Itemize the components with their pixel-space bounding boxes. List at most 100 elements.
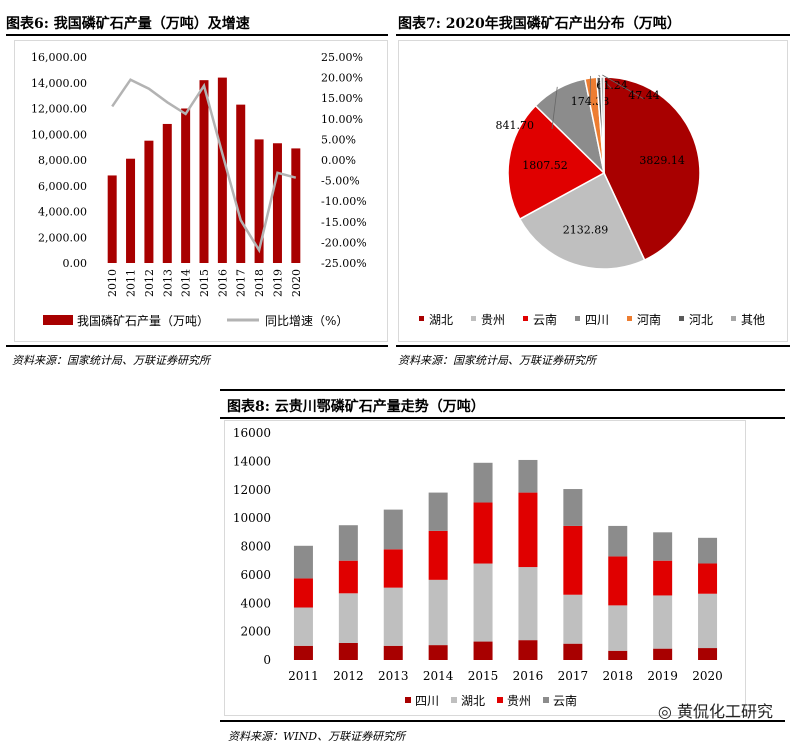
chart6-right-tick-label: 25.00%	[321, 51, 363, 64]
chart6-bottom-rule	[6, 345, 388, 347]
chart6-left-tick-label: 0.00	[63, 257, 88, 270]
chart8-x-tick-label: 2012	[333, 669, 364, 683]
chart6-right-tick-label: -5.00%	[321, 175, 360, 188]
chart8-y-tick-label: 2000	[240, 625, 271, 639]
chart6-bar	[291, 148, 301, 263]
chart8-y-tick-label: 8000	[240, 540, 271, 554]
chart8-bar-segment	[428, 645, 448, 660]
chart6-x-tick-label: 2012	[143, 269, 156, 297]
chart8-bar-segment	[293, 607, 313, 646]
chart8-bar-segment	[383, 509, 403, 550]
chart6-bar	[217, 77, 227, 263]
chart6-right-tick-label: -20.00%	[321, 236, 367, 249]
chart6-left-tick-label: 16,000.00	[31, 51, 87, 64]
chart8-legend-swatch	[543, 697, 549, 703]
chart8-bar-segment	[473, 502, 493, 564]
chart7-data-label: 841.70	[496, 119, 535, 132]
chart6-x-tick-label: 2020	[290, 269, 303, 297]
chart6-left-tick-label: 14,000.00	[31, 77, 87, 90]
chart6-bar	[181, 108, 191, 263]
chart8-x-tick-label: 2020	[692, 669, 723, 683]
chart7-legend-swatch	[575, 316, 580, 321]
chart6-x-tick-label: 2017	[235, 269, 248, 297]
chart6-svg: 16,000.00 14,000.00 12,000.00 10,000.00 8,00…	[31, 51, 367, 328]
chart6-x-tick-label: 2015	[198, 269, 211, 297]
chart8-bar-segment	[698, 537, 718, 564]
chart8-bar-segment	[338, 593, 358, 643]
chart8-bar-segment	[653, 532, 673, 561]
chart6-left-tick-label: 12,000.00	[31, 103, 87, 116]
chart8-legend-label: 四川	[415, 694, 439, 708]
chart8-legend-label: 湖北	[461, 693, 485, 708]
chart7-slice-2	[518, 171, 646, 270]
chart7-data-label: 1807.52	[522, 159, 568, 172]
chart8-bar-segment	[293, 545, 313, 579]
chart8-bar-segment	[293, 578, 313, 608]
chart6-x-tick-label: 2016	[216, 269, 229, 297]
chart6-header: 图表6: 我国磷矿石产量（万吨）及增速	[6, 16, 250, 32]
chart8-bar-segment	[698, 648, 718, 660]
chart8-bar-segment	[653, 648, 673, 660]
chart6-bar	[144, 140, 154, 263]
chart8-bar-segment	[698, 593, 718, 649]
chart7-source: 资料来源：国家统计局、万联证券研究所	[398, 354, 596, 367]
chart8-bar-segment	[518, 492, 538, 568]
chart8-bar-segment	[563, 643, 583, 660]
chart8-y-tick-label: 12000	[233, 483, 271, 497]
chart6-right-tick-label: 5.00%	[321, 133, 356, 146]
chart6-bar	[126, 158, 136, 263]
chart6-growth-line	[111, 78, 297, 254]
chart8-bar-segment	[293, 645, 313, 660]
chart7-svg: 3829.142132.891807.52841.70174.3861.2447…	[419, 74, 765, 327]
chart6-legend-label-line: 同比增速（%）	[265, 314, 348, 328]
chart7-top-rule	[396, 34, 790, 36]
chart8-x-tick-label: 2014	[423, 669, 454, 683]
chart8-x-tick-label: 2016	[513, 669, 544, 683]
chart8-y-tick-label: 6000	[240, 568, 271, 582]
chart7-legend-label: 四川	[585, 313, 609, 327]
chart7-legend-label: 河南	[637, 312, 661, 327]
chart8-bar-segment	[383, 587, 403, 646]
chart8-x-tick-label: 2011	[288, 669, 319, 683]
chart6-left-tick-label: 6,000.00	[38, 180, 87, 193]
watermark: ◎ 黄侃化工研究	[658, 698, 773, 722]
chart8-x-tick-label: 2015	[468, 669, 499, 683]
chart8-x-tick-label: 2018	[602, 669, 633, 683]
chart8-bottom-rule	[220, 720, 785, 722]
chart8-legend-label: 贵州	[507, 694, 531, 708]
chart6-left-tick-label: 10,000.00	[31, 128, 87, 141]
chart6-x-tick-label: 2011	[125, 269, 138, 297]
chart8-y-tick-label: 4000	[240, 596, 271, 610]
chart8-bar-segment	[473, 641, 493, 660]
chart6-bar	[107, 175, 117, 263]
chart7-leader-line	[602, 74, 645, 100]
chart8-bar-segment	[608, 525, 628, 557]
chart8-bar-segment	[653, 595, 673, 649]
chart8-panel: 16000 14000 12000 10000 8000 6000 4000 2000 0 201…	[224, 420, 746, 716]
chart8-bar-segment	[338, 560, 358, 594]
chart7-data-label: 2132.89	[563, 224, 609, 237]
chart8-bar-segment	[473, 563, 493, 642]
chart8-y-tick-label: 0	[263, 653, 271, 667]
chart7-legend-swatch	[419, 316, 424, 321]
chart6-x-tick-label: 2018	[253, 269, 266, 297]
chart8-y-tick-label: 10000	[233, 511, 271, 525]
chart7-header: 图表7: 2020年我国磷矿石产出分布（万吨）	[398, 16, 681, 32]
chart6-right-tick-label: -15.00%	[321, 216, 367, 229]
chart8-bar-segment	[563, 489, 583, 526]
chart7-legend-swatch	[627, 316, 632, 321]
chart6-right-tick-label: 10.00%	[321, 113, 363, 126]
chart7-legend-label: 贵州	[481, 313, 505, 327]
chart8-bar-segment	[338, 642, 358, 660]
chart8-bar-segment	[698, 563, 718, 594]
chart8-bar-segment	[563, 525, 583, 595]
chart8-x-tick-label: 2013	[378, 669, 409, 683]
chart8-bar-segment	[518, 640, 538, 660]
chart8-x-tick-label: 2019	[647, 669, 678, 683]
chart8-legend-swatch	[451, 697, 457, 703]
chart8-bar-segment	[383, 645, 403, 660]
chart6-x-tick-label: 2014	[180, 269, 193, 297]
chart7-legend-label: 河北	[689, 313, 713, 327]
chart7-legend-swatch	[731, 316, 736, 321]
chart7-legend-label: 湖北	[429, 312, 453, 327]
